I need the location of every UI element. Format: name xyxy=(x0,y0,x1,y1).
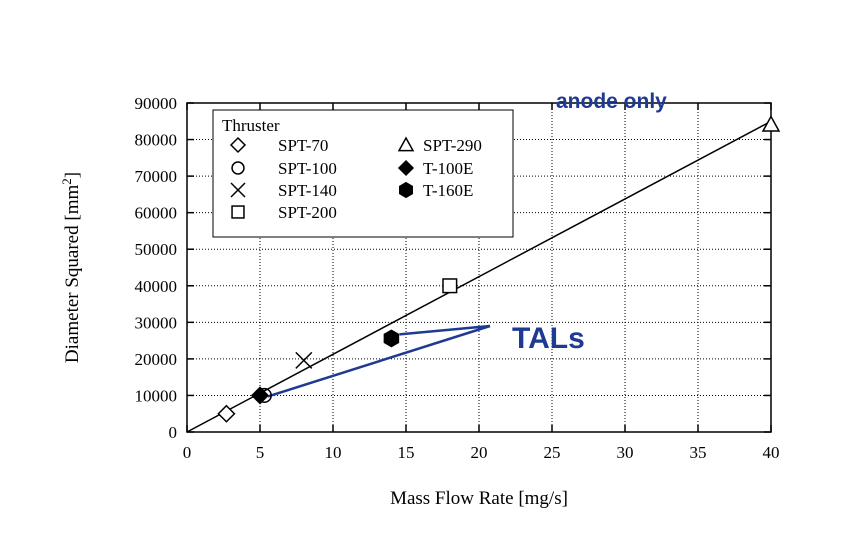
legend-label: T-160E xyxy=(423,181,473,200)
tals-annotation: TALs xyxy=(512,322,585,355)
x-axis-title: Mass Flow Rate [mg/s] xyxy=(390,488,568,509)
legend-label: SPT-70 xyxy=(278,136,328,155)
legend-marker-spt-70 xyxy=(229,136,247,154)
y-tick-label: 40000 xyxy=(135,277,178,296)
x-tick-label: 5 xyxy=(256,443,265,462)
marker-spt-290 xyxy=(761,115,781,132)
legend-label: SPT-200 xyxy=(278,203,337,222)
fit-line xyxy=(186,120,772,433)
x-tick-label: 15 xyxy=(398,443,415,462)
y-tick-label: 90000 xyxy=(135,94,178,113)
legend-title: Thruster xyxy=(222,116,280,135)
legend-entry: T-160E xyxy=(399,181,473,200)
legend-label: SPT-140 xyxy=(278,181,337,200)
x-tick-label: 20 xyxy=(471,443,488,462)
tick-labels: 0 5 10 15 20 25 30 35 40 0 10000 20000 30000 40000 500… xyxy=(135,94,780,462)
y-axis-title-end: ] xyxy=(62,172,83,178)
tal-pointer-t160e xyxy=(399,324,491,336)
legend-entry: T-100E xyxy=(397,159,473,178)
legend-label: T-100E xyxy=(423,159,473,178)
marker-spt-140-stroke xyxy=(295,351,313,369)
y-tick-label: 70000 xyxy=(135,167,178,186)
y-axis-title-main: Diameter Squared [mm xyxy=(62,185,83,364)
marker-spt-140 xyxy=(295,351,313,369)
marker-spt-70 xyxy=(217,404,236,423)
legend-entry: SPT-200 xyxy=(231,203,337,222)
marker-t-160e xyxy=(383,329,400,348)
y-tick-label: 60000 xyxy=(135,204,178,223)
tal-annotation-lines xyxy=(267,324,491,398)
legend-box xyxy=(212,109,514,238)
legend-marker-spt-200 xyxy=(231,205,245,219)
legend-entries: SPT-70 SPT-100 SPT-140 SPT-200 SPT-290 T-100E… xyxy=(229,136,482,222)
tal-pointer-t100e xyxy=(267,324,491,398)
x-tick-label: 10 xyxy=(325,443,342,462)
legend-marker-t-160e xyxy=(399,181,413,199)
marker-t-100e xyxy=(250,386,270,405)
y-tick-label: 0 xyxy=(169,423,178,442)
legend-marker-spt-100 xyxy=(231,161,245,175)
y-tick-label: 80000 xyxy=(135,131,178,150)
legend-entry: SPT-100 xyxy=(231,159,337,178)
legend-entry: SPT-140 xyxy=(230,181,337,200)
y-tick-label: 50000 xyxy=(135,240,178,259)
x-tick-label: 30 xyxy=(617,443,634,462)
legend-label: SPT-100 xyxy=(278,159,337,178)
y-tick-label: 10000 xyxy=(135,386,178,405)
marker-spt-200 xyxy=(442,278,458,294)
x-tick-label: 40 xyxy=(763,443,780,462)
legend-marker-spt-140-stroke xyxy=(230,182,246,198)
legend-marker-t-100e xyxy=(397,159,415,177)
legend-marker-spt-140 xyxy=(230,182,246,198)
y-axis-title: Diameter Squared [mm2] xyxy=(59,172,84,363)
legend: Thruster SPT-70SPT-100SPT-140SPT-200SPT-… xyxy=(212,109,514,238)
anode-only-annotation: anode only xyxy=(556,90,667,113)
x-tick-label: 25 xyxy=(544,443,561,462)
y-tick-label: 30000 xyxy=(135,313,178,332)
y-axis-title-sup: 2 xyxy=(59,178,74,185)
x-tick-label: 0 xyxy=(183,443,192,462)
legend-entry: SPT-290 xyxy=(397,136,482,155)
data-markers xyxy=(217,115,781,423)
legend-label: SPT-290 xyxy=(423,136,482,155)
axis-ticks xyxy=(186,102,772,433)
y-tick-label: 20000 xyxy=(135,350,178,369)
legend-marker-spt-290 xyxy=(397,136,415,152)
legend-entry: SPT-70 xyxy=(229,136,328,155)
x-tick-label: 35 xyxy=(690,443,707,462)
